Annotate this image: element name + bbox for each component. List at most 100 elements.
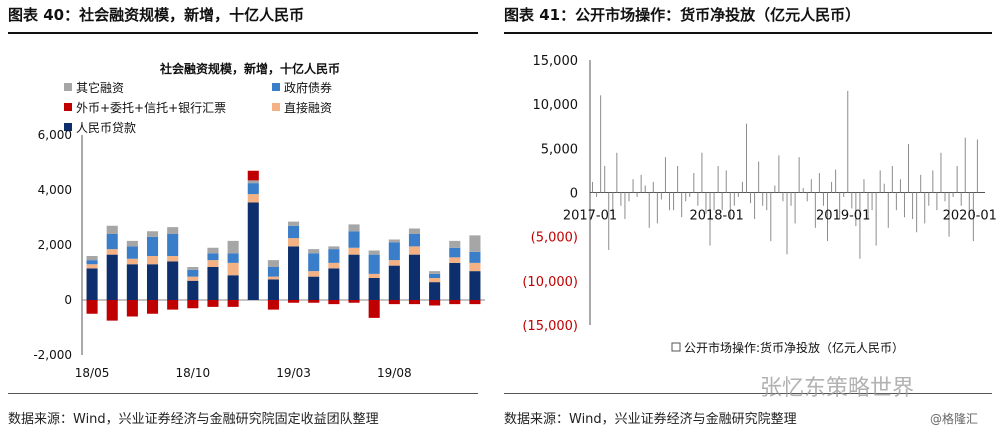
bar-segment — [308, 249, 320, 254]
bar-segment — [167, 256, 179, 262]
bar-segment — [328, 246, 340, 250]
y-tick-label: (15,000) — [522, 319, 578, 334]
bar-segment — [167, 261, 179, 300]
y-tick-label: 2,000 — [38, 238, 72, 252]
bar-segment — [408, 234, 421, 247]
legend-label: 其它融资 — [76, 80, 124, 95]
bar-segment — [227, 253, 239, 263]
bar-segment — [328, 262, 340, 269]
bar-segment — [328, 249, 340, 263]
legend-label: 直接融资 — [284, 100, 332, 115]
bar-segment — [267, 267, 279, 277]
bar-segment — [408, 246, 421, 255]
bar-segment — [469, 251, 481, 263]
bar-segment — [187, 267, 199, 270]
bar-segment — [86, 260, 98, 265]
bar-segment — [146, 300, 159, 314]
bar-segment — [429, 300, 441, 306]
bar-segment — [388, 239, 400, 243]
y-tick-label: 5,000 — [541, 142, 578, 157]
x-tick-label: 19/08 — [377, 366, 412, 380]
legend-label: 人民币贷款 — [76, 121, 136, 135]
bar-segment — [469, 271, 481, 300]
bar-segment — [348, 224, 360, 232]
bar-segment — [86, 300, 98, 314]
bar-segment — [368, 250, 380, 255]
bar-segment — [146, 264, 159, 300]
y-tick-label: 10,000 — [533, 98, 579, 113]
bar-segment — [126, 240, 138, 247]
bar-segment — [368, 273, 380, 278]
bar-segment — [187, 269, 199, 277]
bar-segment — [167, 300, 179, 310]
bar-segment — [227, 262, 239, 276]
bar-segment — [207, 260, 219, 267]
bar-segment — [308, 300, 320, 303]
bar-segment — [388, 265, 400, 300]
bar-segment — [207, 247, 219, 254]
bar-segment — [308, 253, 320, 272]
bar-segment — [207, 267, 219, 300]
legend-swatch — [64, 103, 72, 111]
bar-segment — [288, 225, 300, 239]
bar-segment — [388, 260, 400, 266]
bar-segment — [368, 278, 380, 300]
bar-segment — [146, 231, 159, 237]
bar-segment — [469, 300, 481, 305]
bar-segment — [368, 254, 380, 274]
bar-segment — [106, 225, 118, 234]
bar-segment — [106, 249, 118, 255]
bar-segment — [227, 240, 239, 254]
y-tick-label: 0 — [570, 187, 578, 202]
legend-swatch — [671, 342, 681, 352]
bar-segment — [247, 170, 259, 181]
bar-segment — [167, 234, 179, 256]
bar-segment — [86, 264, 98, 269]
y-tick-label: (5,000) — [531, 231, 578, 246]
bar-segment — [106, 300, 118, 321]
watermark-text: 张忆东策略世界 — [760, 376, 915, 401]
bar-segment — [187, 280, 199, 300]
bar-segment — [348, 247, 360, 255]
bar-segment — [187, 300, 199, 309]
bar-segment — [247, 180, 259, 184]
x-tick-label: 2017-01 — [563, 209, 617, 224]
right-chart-title: 图表 41：公开市场操作：货币净投放（亿元人民币） — [504, 6, 861, 24]
bar-segment — [368, 300, 380, 318]
bar-segment — [308, 271, 320, 277]
bar-segment — [388, 242, 400, 261]
bar-segment — [469, 262, 481, 272]
bar-segment — [207, 253, 219, 261]
bar-segment — [86, 268, 98, 300]
bar-segment — [449, 240, 461, 248]
legend-label: 外币+委托+信托+银行汇票 — [76, 101, 226, 115]
bar-segment — [86, 256, 98, 261]
bar-segment — [167, 227, 179, 234]
bar-segment — [348, 254, 360, 300]
right-chart-canvas: (15,000) (10,000) (5,000) 0 5,000 10,000 15,00… — [522, 54, 997, 355]
bar-segment — [126, 264, 138, 300]
bar-segment — [328, 300, 340, 305]
bar-segment — [247, 183, 259, 195]
bar-segment — [288, 300, 300, 303]
bar-segment — [267, 279, 279, 300]
bar-segment — [408, 228, 421, 234]
legend-swatch — [272, 103, 280, 111]
x-tick-label: 18/10 — [176, 366, 211, 380]
bar-segment — [267, 276, 279, 280]
legend-swatch — [64, 83, 72, 91]
bar-segment — [449, 257, 461, 263]
bar-segment — [408, 254, 421, 300]
bar-segment — [429, 271, 441, 274]
bar-segment — [348, 231, 360, 248]
bar-segment — [388, 300, 400, 305]
y-tick-label: 15,000 — [533, 54, 579, 69]
bar-segment — [106, 254, 118, 300]
left-chart-inner-title: 社会融资规模，新增，十亿人民币 — [159, 61, 340, 76]
bar-segment — [106, 234, 118, 250]
bar-segment — [449, 262, 461, 300]
bar-segment — [429, 282, 441, 300]
left-title-rule — [8, 32, 478, 34]
bar-segment — [429, 273, 441, 278]
